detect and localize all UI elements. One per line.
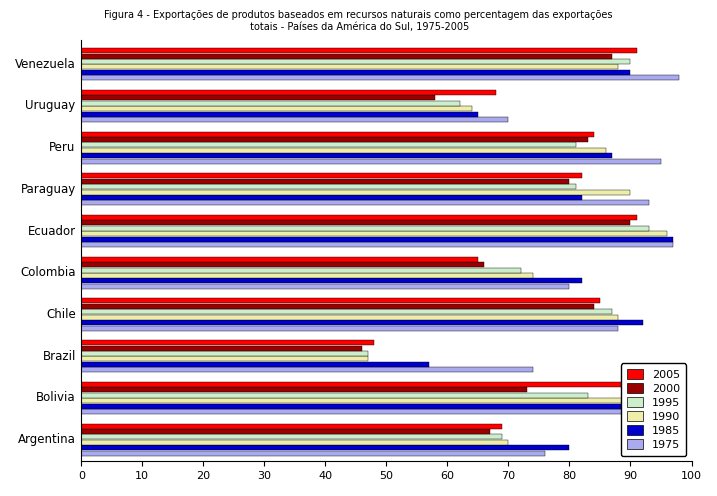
Bar <box>81 367 533 372</box>
Bar <box>81 215 637 220</box>
Bar <box>81 64 618 69</box>
Bar <box>81 75 679 80</box>
Bar <box>81 195 581 200</box>
Bar <box>81 189 630 194</box>
Bar <box>81 137 588 142</box>
Bar <box>81 325 618 330</box>
Bar <box>81 273 533 278</box>
Bar <box>81 59 630 64</box>
Bar <box>81 278 581 283</box>
Bar <box>81 284 569 289</box>
Bar <box>81 148 606 153</box>
Text: Figura 4 - Exportações de produtos baseados em recursos naturais como percentage: Figura 4 - Exportações de produtos basea… <box>104 10 613 32</box>
Bar <box>81 70 630 75</box>
Bar <box>81 314 618 319</box>
Bar <box>81 351 368 356</box>
Bar <box>81 112 478 117</box>
Bar <box>81 398 661 403</box>
Bar <box>81 95 435 100</box>
Bar <box>81 393 588 398</box>
Bar <box>81 434 503 439</box>
Bar <box>81 159 661 164</box>
Bar <box>81 357 368 362</box>
Bar <box>81 54 612 59</box>
Bar <box>81 304 594 309</box>
Bar <box>81 242 673 247</box>
Bar <box>81 106 472 111</box>
Bar <box>81 117 508 122</box>
Bar <box>81 173 581 178</box>
Bar <box>81 299 600 304</box>
Bar <box>81 226 649 231</box>
Bar <box>81 440 508 445</box>
Bar <box>81 346 362 351</box>
Bar <box>81 131 594 136</box>
Bar <box>81 231 667 236</box>
Bar <box>81 142 576 147</box>
Bar <box>81 257 478 262</box>
Bar <box>81 262 484 267</box>
Bar <box>81 309 612 314</box>
Bar <box>81 340 374 345</box>
Bar <box>81 220 630 225</box>
Bar <box>81 362 429 367</box>
Bar <box>81 200 649 205</box>
Bar <box>81 404 685 409</box>
Bar <box>81 48 637 53</box>
Bar <box>81 101 460 106</box>
Bar <box>81 237 673 242</box>
Bar <box>81 409 667 414</box>
Bar <box>81 179 569 184</box>
Bar <box>81 451 545 456</box>
Bar <box>81 382 630 387</box>
Bar <box>81 429 490 434</box>
Bar <box>81 387 527 392</box>
Bar <box>81 184 576 189</box>
Bar <box>81 267 521 272</box>
Bar <box>81 90 496 95</box>
Bar <box>81 445 569 450</box>
Bar <box>81 153 612 158</box>
Bar <box>81 424 503 429</box>
Legend: 2005, 2000, 1995, 1990, 1985, 1975: 2005, 2000, 1995, 1990, 1985, 1975 <box>621 363 686 456</box>
Bar <box>81 320 642 325</box>
